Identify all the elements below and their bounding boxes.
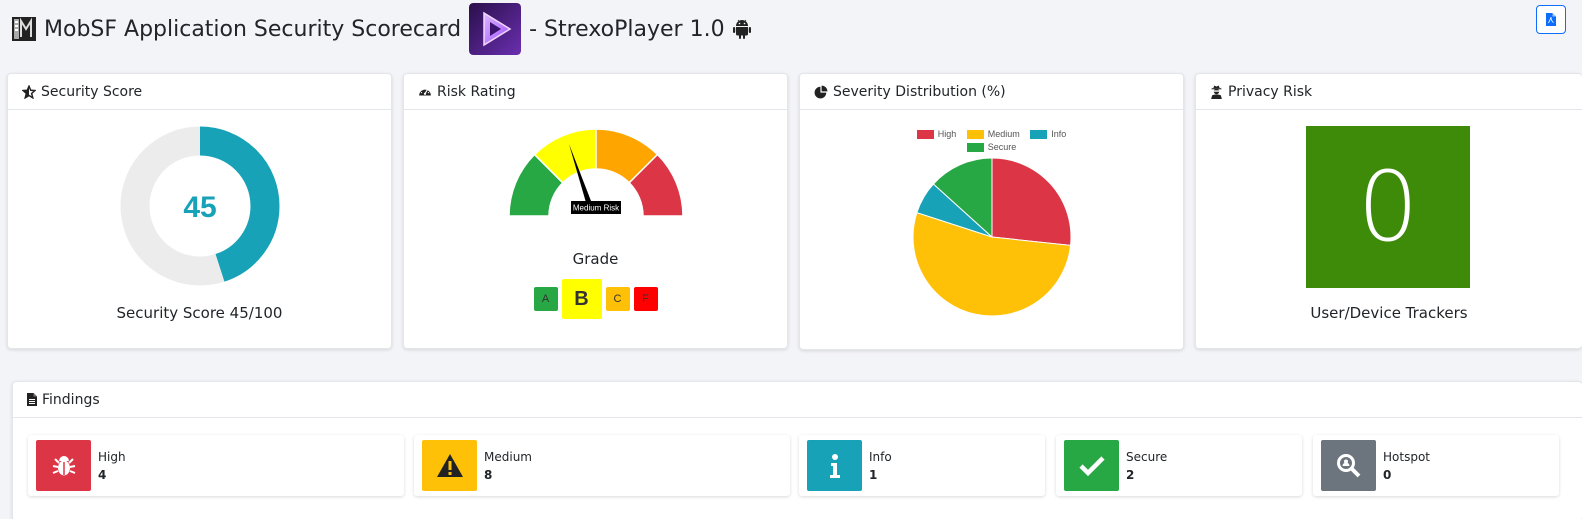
finding-info[interactable]: Info 1 xyxy=(799,435,1045,496)
finding-high-label: High xyxy=(98,450,126,464)
security-score-card: Security Score 45 Security Score 45/100 xyxy=(7,73,392,349)
findings-card: Findings High 4 Me xyxy=(12,381,1582,519)
finding-secure[interactable]: Secure 2 xyxy=(1056,435,1302,496)
risk-gauge: Medium Risk xyxy=(508,128,684,217)
pdf-download-button[interactable] xyxy=(1536,5,1566,34)
security-score-arc xyxy=(120,126,280,286)
pie-slice-secure[interactable] xyxy=(932,157,993,239)
finding-medium-icon-box xyxy=(422,440,477,491)
severity-distribution-card: Severity Distribution (%) High Medium In… xyxy=(799,73,1184,350)
finding-info-label: Info xyxy=(869,450,892,464)
finding-info-icon-box xyxy=(807,440,862,491)
risk-rating-header: Risk Rating xyxy=(404,74,787,110)
info-icon xyxy=(829,453,840,478)
privacy-risk-title: Privacy Risk xyxy=(1228,83,1313,100)
page-header: MobSF Application Security Scorecard - S… xyxy=(12,3,751,55)
pie-slice-high[interactable] xyxy=(991,157,1072,246)
legend-item-medium[interactable]: Medium xyxy=(966,128,1020,141)
risk-rating-title: Risk Rating xyxy=(437,83,516,100)
finding-medium[interactable]: Medium 8 xyxy=(414,435,790,496)
pdf-file-icon xyxy=(1546,13,1556,26)
grade-scale: A B C F xyxy=(404,279,787,319)
finding-high-count: 4 xyxy=(98,468,107,482)
finding-secure-icon-box xyxy=(1064,440,1119,491)
page-title: MobSF Application Security Scorecard xyxy=(44,16,462,42)
bug-icon xyxy=(52,455,75,475)
file-icon xyxy=(27,393,37,406)
findings-title: Findings xyxy=(42,391,100,408)
grade-f-badge: F xyxy=(633,287,658,311)
finding-high[interactable]: High 4 xyxy=(28,435,404,496)
legend-item-high[interactable]: High xyxy=(916,128,956,141)
privacy-risk-card: Privacy Risk 0 User/Device Trackers xyxy=(1195,73,1582,349)
finding-hotspot-label: Hotspot xyxy=(1383,450,1430,464)
grade-label: Grade xyxy=(572,250,619,268)
security-score-donut: 45 xyxy=(120,126,280,286)
tracker-label: User/Device Trackers xyxy=(1310,304,1468,322)
grade-b-badge: B xyxy=(561,279,602,319)
severity-pie-chart xyxy=(912,157,1072,317)
risk-rating-card: Risk Rating Medium Risk Grade A B C F xyxy=(403,73,788,349)
search-icon xyxy=(1336,453,1360,477)
grade-c-badge: C xyxy=(605,287,630,311)
pie-slice-medium[interactable] xyxy=(912,211,1072,317)
finding-medium-count: 8 xyxy=(484,468,493,482)
risk-needle-label: Medium Risk xyxy=(573,204,620,213)
user-secret-icon xyxy=(1211,85,1222,99)
security-score-label: Security Score 45/100 xyxy=(116,304,283,322)
finding-secure-count: 2 xyxy=(1126,468,1135,482)
mobsf-logo-icon xyxy=(12,17,36,41)
finding-secure-label: Secure xyxy=(1126,450,1168,464)
check-icon xyxy=(1078,455,1105,476)
finding-medium-label: Medium xyxy=(484,450,532,464)
severity-distribution-title: Severity Distribution (%) xyxy=(833,83,1006,100)
security-score-value: 45 xyxy=(183,191,216,224)
android-icon xyxy=(732,19,751,39)
app-name: - StrexoPlayer 1.0 xyxy=(529,16,725,42)
finding-hotspot-count: 0 xyxy=(1383,468,1392,482)
security-score-title: Security Score xyxy=(41,83,143,100)
finding-hotspot-icon-box xyxy=(1321,440,1376,491)
severity-legend: High Medium Info Secure xyxy=(800,128,1183,154)
star-icon xyxy=(22,84,36,99)
grade-a-badge: A xyxy=(533,287,558,311)
warning-icon xyxy=(436,453,463,477)
app-icon xyxy=(469,3,522,55)
tracker-count-box: 0 xyxy=(1306,126,1470,288)
legend-item-info[interactable]: Info xyxy=(1030,128,1066,141)
findings-header: Findings xyxy=(13,382,1582,418)
finding-info-count: 1 xyxy=(869,468,878,482)
security-score-header: Security Score xyxy=(8,74,391,110)
legend-item-secure[interactable]: Secure xyxy=(966,141,1016,154)
pie-chart-icon xyxy=(814,85,828,98)
severity-distribution-header: Severity Distribution (%) xyxy=(800,74,1183,110)
privacy-risk-header: Privacy Risk xyxy=(1196,74,1582,110)
finding-high-icon-box xyxy=(36,440,91,491)
gauge-icon xyxy=(419,87,431,95)
finding-hotspot[interactable]: Hotspot 0 xyxy=(1313,435,1559,496)
